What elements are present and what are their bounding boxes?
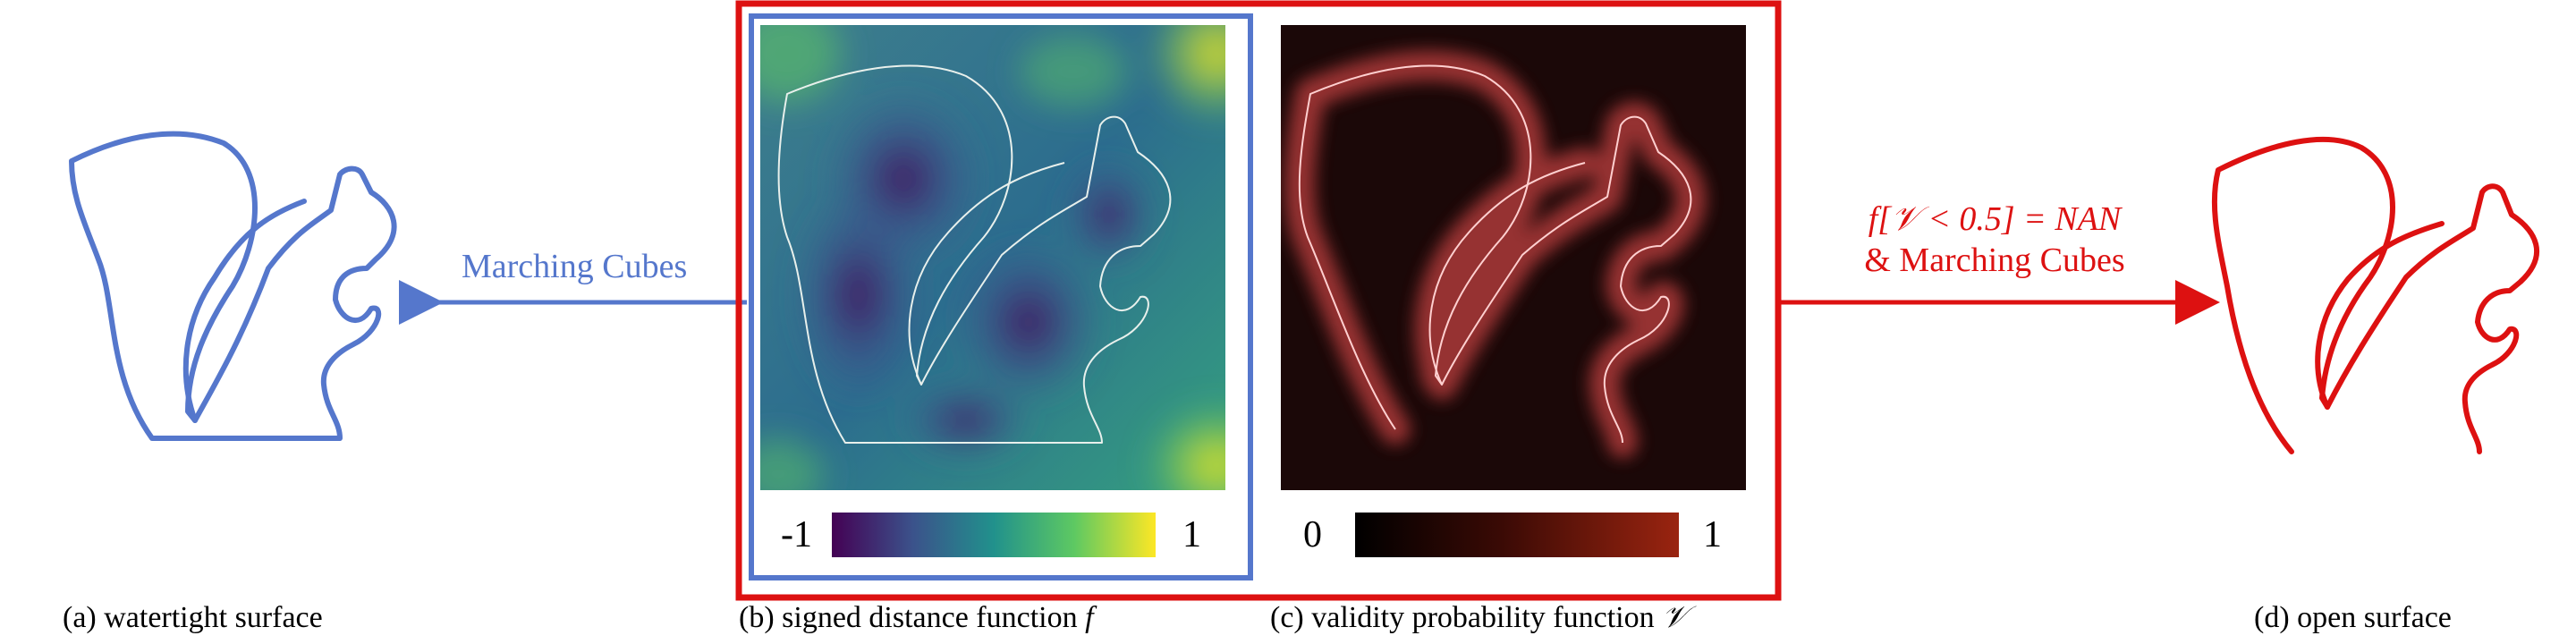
open-surface-squirrel <box>2211 136 2539 454</box>
sdf-colorbar <box>832 513 1156 557</box>
sdf-colorbar-min: -1 <box>781 514 812 555</box>
validity-colorbar <box>1355 513 1679 557</box>
watertight-squirrel <box>69 131 397 441</box>
sdf-colorbar-max: 1 <box>1182 514 1201 555</box>
validity-colorbar-min: 0 <box>1303 514 1322 555</box>
validity-panel-frame <box>735 0 1782 601</box>
marching-cubes-text: & Marching Cubes <box>1864 242 2125 279</box>
caption-c-symbol: 𝒱 <box>1662 601 1688 634</box>
nan-marching-cubes-label: f[𝒱 < 0.5] = NAN & Marching Cubes <box>1825 199 2165 281</box>
sdf-heatmap <box>760 25 1225 490</box>
validity-heatmap <box>1281 25 1746 490</box>
caption-d-text: (d) open surface <box>2254 601 2452 634</box>
marching-cubes-label: Marching Cubes <box>462 248 688 285</box>
caption-a: (a) watertight surface <box>63 601 323 635</box>
caption-d: (d) open surface <box>2254 601 2452 635</box>
nan-condition-text: f[𝒱 < 0.5] = NAN <box>1868 200 2122 238</box>
caption-b: (b) signed distance function f <box>739 601 1094 635</box>
caption-b-text: (b) signed distance function <box>739 601 1086 634</box>
caption-c-text: (c) validity probability function <box>1270 601 1663 634</box>
caption-a-text: (a) watertight surface <box>63 601 323 634</box>
caption-c: (c) validity probability function 𝒱 <box>1270 601 1687 635</box>
caption-b-symbol: f <box>1085 601 1094 634</box>
validity-colorbar-max: 1 <box>1703 514 1722 555</box>
sdf-panel-frame <box>749 13 1253 580</box>
